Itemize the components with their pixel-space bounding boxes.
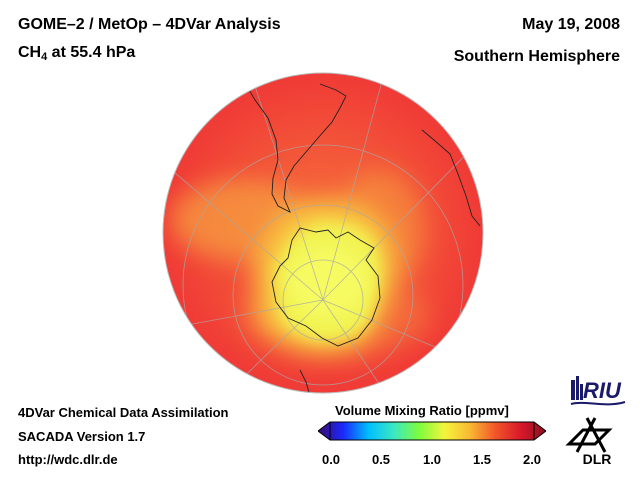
map-subtitle: CH4 at 55.4 hPa	[18, 44, 135, 63]
colorbar-gradient	[318, 421, 546, 441]
south-america-coast	[247, 83, 347, 213]
africa-coast	[421, 129, 481, 227]
new-zealand-coast	[299, 369, 311, 393]
coastlines	[247, 83, 481, 393]
graticule	[163, 73, 483, 393]
footer-line-2: SACADA Version 1.7	[18, 429, 146, 444]
colorbar-tick: 1.0	[422, 452, 442, 467]
species-name: CH	[18, 44, 42, 61]
globe-outline	[162, 72, 484, 394]
colorbar-tick: 0.5	[371, 452, 391, 467]
colorbar	[318, 421, 546, 441]
footer-line-1: 4DVar Chemical Data Assimilation	[18, 405, 229, 420]
species-subscript: 4	[41, 51, 48, 63]
colorbar-tick: 2.0	[522, 452, 542, 467]
antarctica-coast	[271, 227, 381, 347]
map-region: Southern Hemisphere	[453, 48, 620, 65]
riu-logo: RIU	[570, 376, 626, 406]
colorbar-tick: 1.5	[472, 452, 492, 467]
dlr-logo-text: DLR	[583, 451, 612, 466]
dlr-logo: DLR	[565, 417, 613, 466]
colorbar-title: Volume Mixing Ratio [ppmv]	[335, 403, 509, 418]
map-title: GOME–2 / MetOp – 4DVar Analysis	[18, 16, 281, 33]
map-date: May 19, 2008	[522, 16, 620, 33]
colorbar-tick: 0.0	[321, 452, 341, 467]
pressure-level: at 55.4 hPa	[47, 44, 136, 61]
footer-url: http://wdc.dlr.de	[18, 452, 118, 467]
hemisphere-globe	[162, 72, 484, 394]
riu-logo-text: RIU	[583, 378, 622, 403]
